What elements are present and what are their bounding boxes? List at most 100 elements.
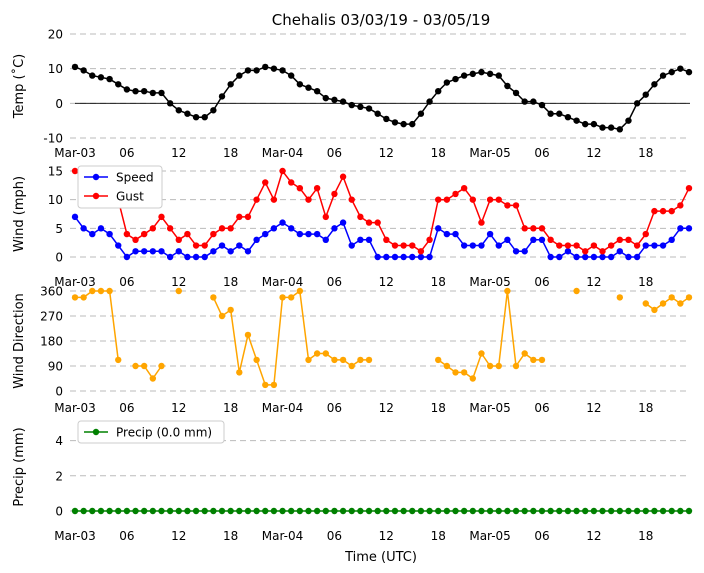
data-point (556, 253, 563, 261)
data-point (633, 253, 641, 261)
data-point (305, 84, 312, 91)
x-tick-label: 06 (119, 275, 134, 289)
data-point (365, 356, 373, 364)
data-point (262, 230, 269, 238)
data-point (339, 219, 347, 226)
data-point (106, 75, 113, 83)
data-point (677, 300, 684, 307)
data-point (158, 89, 165, 97)
data-point (132, 507, 139, 515)
x-tick-label: 06 (327, 275, 342, 289)
data-point (71, 167, 79, 175)
data-point (132, 362, 139, 370)
data-point (210, 230, 217, 238)
data-point (651, 207, 658, 215)
data-point (287, 179, 295, 186)
data-point (642, 230, 649, 238)
data-point (236, 369, 243, 376)
legend: Speed Gust (77, 165, 163, 209)
data-point (435, 225, 442, 232)
data-point (582, 120, 589, 128)
data-point (495, 507, 502, 515)
data-point (642, 507, 649, 515)
y-axis-label: Precip (mm) (12, 427, 27, 506)
x-tick-label: 18 (223, 529, 238, 543)
data-point (192, 114, 200, 121)
x-tick-label: Mar-05 (469, 401, 510, 415)
data-point (556, 110, 563, 117)
x-tick-label: Mar-04 (262, 146, 303, 160)
x-tick-label: 12 (171, 275, 186, 289)
data-point (417, 248, 425, 255)
data-point (599, 248, 606, 255)
data-point (573, 507, 580, 515)
data-point (538, 507, 546, 515)
data-point (409, 507, 416, 515)
data-point (158, 248, 165, 255)
y-tick-label: 0 (55, 251, 63, 265)
data-point (642, 242, 649, 249)
data-point (391, 253, 399, 261)
data-point (633, 242, 641, 249)
data-point (478, 242, 485, 249)
data-point (435, 88, 442, 95)
data-point (538, 101, 546, 109)
data-point (607, 507, 615, 515)
data-point (201, 507, 208, 515)
series-line (135, 365, 163, 380)
data-point (504, 236, 511, 243)
data-point (339, 98, 347, 105)
data-point (253, 356, 260, 364)
data-point (599, 253, 606, 261)
data-point (685, 68, 693, 76)
data-point (625, 117, 632, 124)
data-point (426, 236, 433, 243)
x-tick-label: 18 (431, 401, 446, 415)
data-point (175, 236, 182, 243)
data-point (296, 230, 304, 238)
data-point (192, 242, 200, 249)
data-point (469, 375, 477, 382)
data-point (166, 507, 174, 515)
data-point (210, 294, 217, 301)
data-point (279, 294, 286, 301)
data-point (391, 507, 399, 515)
panel-wind: 0 5 10 15 Wind (mph) Mar-03 06 12 18 Mar-04 06 12 18… (12, 165, 693, 289)
data-point (495, 72, 502, 79)
data-point (443, 362, 451, 370)
data-point (132, 88, 139, 95)
data-point (547, 110, 554, 117)
data-point (296, 287, 304, 295)
data-point (452, 507, 459, 515)
legend-entry: Precip (0.0 mm) (116, 426, 212, 440)
data-point (140, 507, 148, 515)
data-point (642, 300, 649, 307)
data-point (521, 350, 528, 357)
data-point (512, 248, 520, 255)
data-point (89, 230, 96, 238)
data-point (538, 356, 546, 364)
data-point (140, 248, 148, 255)
data-point (365, 236, 373, 243)
data-point (374, 507, 381, 515)
data-point (365, 507, 373, 515)
data-point (530, 98, 537, 105)
data-point (685, 294, 693, 301)
x-tick-label: 18 (638, 401, 653, 415)
data-point (305, 356, 312, 364)
data-point (426, 98, 433, 105)
y-tick-label: 360 (40, 285, 63, 299)
data-point (564, 507, 572, 515)
data-point (331, 96, 338, 104)
data-point (218, 312, 226, 320)
data-point (210, 507, 217, 515)
x-tick-label: 18 (223, 401, 238, 415)
x-tick-label: 06 (119, 401, 134, 415)
data-point (201, 114, 208, 121)
data-point (374, 110, 381, 117)
data-point (149, 507, 157, 515)
data-point (677, 507, 684, 515)
data-point (270, 507, 278, 515)
data-point (132, 248, 139, 255)
